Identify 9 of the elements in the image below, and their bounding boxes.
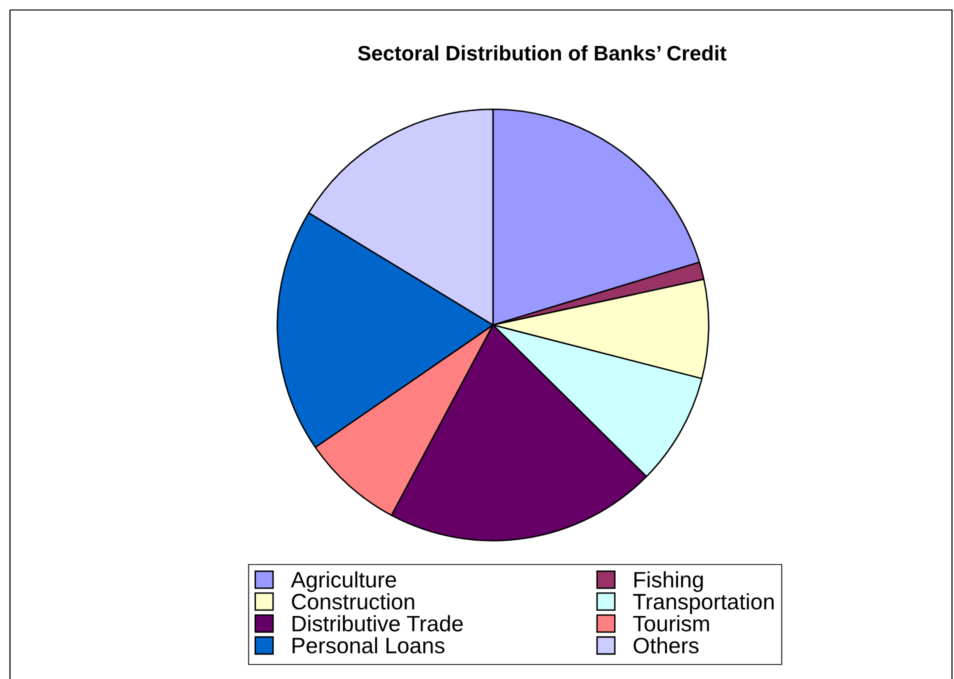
legend-label: Construction: [292, 593, 414, 610]
legend-label: Others: [634, 637, 698, 654]
legend-label: Agriculture: [290, 571, 396, 592]
legend-label: Personal Loans: [292, 637, 444, 654]
legend-label: Fishing: [634, 571, 703, 592]
legend-label: Distributive Trade: [292, 615, 463, 632]
chart-title: Sectoral Distribution of Banks’ Credit: [358, 45, 726, 61]
legend-label: Tourism: [633, 615, 709, 632]
legend-label: Transportation: [633, 593, 774, 614]
